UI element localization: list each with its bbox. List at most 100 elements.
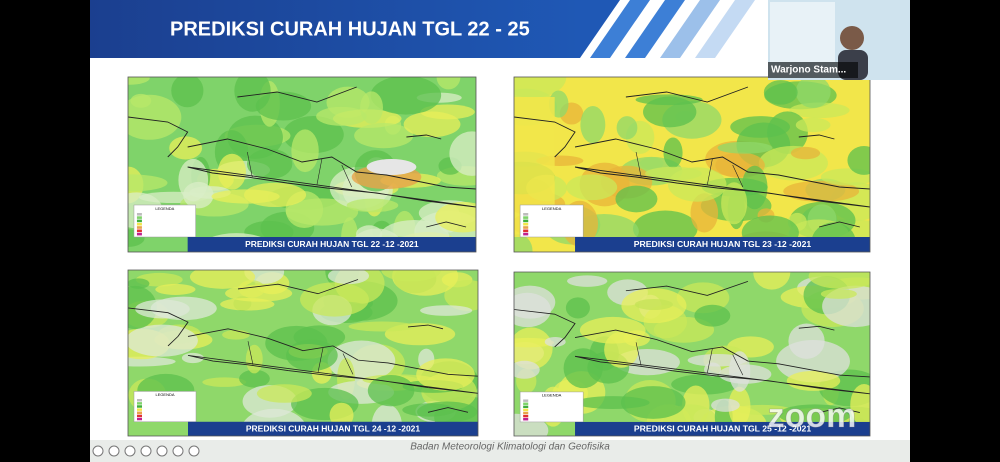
province-border bbox=[247, 341, 354, 375]
rain-blob bbox=[795, 117, 831, 133]
rain-blob bbox=[635, 94, 703, 106]
toolbar-button[interactable] bbox=[108, 445, 120, 457]
rain-blob bbox=[786, 370, 841, 391]
legend-box bbox=[519, 204, 584, 238]
legend-swatch bbox=[523, 219, 529, 223]
rain-blob bbox=[514, 327, 553, 370]
rain-blob bbox=[245, 344, 263, 374]
legend-swatch bbox=[523, 411, 529, 415]
legend-swatch bbox=[523, 414, 529, 418]
rain-blob bbox=[346, 198, 399, 213]
map-border bbox=[513, 271, 871, 437]
rain-blob bbox=[847, 145, 871, 175]
rain-blob bbox=[615, 185, 658, 213]
rain-blob bbox=[795, 77, 831, 108]
legend-swatch bbox=[137, 399, 142, 402]
rain-blob bbox=[211, 189, 280, 204]
rain-blob bbox=[354, 123, 414, 149]
legend-swatch bbox=[137, 411, 142, 414]
legend-swatch bbox=[523, 402, 529, 405]
rain-blob bbox=[580, 105, 606, 144]
legend-box bbox=[133, 391, 197, 423]
toolbar-button[interactable] bbox=[188, 445, 200, 457]
rain-blob bbox=[790, 146, 821, 160]
rain-blob bbox=[420, 305, 473, 316]
rain-blob bbox=[514, 234, 533, 252]
bottom-bar bbox=[90, 440, 910, 462]
rain-blob bbox=[729, 351, 751, 392]
rain-blob bbox=[730, 116, 790, 138]
rain-blob bbox=[565, 297, 590, 319]
map-border bbox=[127, 76, 477, 253]
legend-swatch bbox=[137, 405, 142, 408]
video-slide bbox=[770, 2, 835, 62]
rain-blob bbox=[444, 279, 478, 311]
rain-blob bbox=[416, 358, 475, 391]
legend-swatch bbox=[136, 226, 142, 229]
legend-swatch bbox=[136, 222, 142, 226]
rain-blob bbox=[563, 348, 603, 389]
legend-swatch bbox=[137, 408, 142, 411]
title-banner bbox=[90, 0, 580, 58]
coastline bbox=[128, 86, 476, 228]
legend-swatch bbox=[137, 402, 142, 405]
legend-title: LEGENDA bbox=[542, 206, 562, 211]
caption-bar bbox=[575, 421, 870, 437]
rainfall-map: LEGENDA PREDIKSI CURAH HUJAN TGL 22 -12 -… bbox=[127, 76, 477, 253]
toolbar-button[interactable] bbox=[92, 445, 104, 457]
legend-swatch bbox=[136, 219, 142, 223]
toolbar-button[interactable] bbox=[140, 445, 152, 457]
legend-title: LEGENDA bbox=[542, 393, 562, 398]
rain-blob bbox=[567, 275, 608, 287]
rain-blob bbox=[291, 129, 319, 173]
legend-swatch bbox=[523, 226, 529, 229]
rain-blob bbox=[417, 401, 478, 423]
rain-blob bbox=[327, 270, 370, 285]
participant-name: Warjono Stam... bbox=[771, 65, 846, 76]
rain-blob bbox=[753, 272, 791, 290]
legend-swatch bbox=[523, 213, 529, 216]
rain-blob bbox=[256, 384, 312, 403]
map-grid: LEGENDA PREDIKSI CURAH HUJAN TGL 22 -12 -… bbox=[127, 76, 871, 437]
rain-blob bbox=[721, 182, 748, 225]
rain-blob bbox=[300, 282, 369, 317]
legend-swatch bbox=[523, 405, 529, 409]
banner-edge bbox=[580, 0, 620, 58]
video-thumbnail[interactable]: Warjono Stam... bbox=[768, 0, 910, 80]
rain-blob bbox=[171, 77, 204, 108]
rain-blob bbox=[155, 283, 196, 295]
rainfall-map: LEGENDA PREDIKSI CURAH HUJAN TGL 25 -12 -… bbox=[513, 271, 871, 437]
legend-swatch bbox=[523, 399, 529, 402]
map-area bbox=[514, 272, 871, 437]
rain-blob bbox=[222, 329, 250, 340]
rain-blob bbox=[370, 77, 442, 115]
rain-blob bbox=[435, 201, 476, 233]
rain-blob bbox=[403, 111, 461, 138]
person-head bbox=[840, 26, 864, 50]
map-caption: PREDIKSI CURAH HUJAN TGL 23 -12 -2021 bbox=[634, 239, 812, 249]
rain-blob bbox=[329, 402, 354, 428]
rain-blob bbox=[316, 106, 367, 126]
rain-blob bbox=[217, 153, 246, 190]
rain-blob bbox=[808, 272, 871, 290]
rain-blob bbox=[178, 158, 209, 202]
legend-swatch bbox=[136, 216, 142, 219]
rain-blob bbox=[788, 323, 825, 359]
legend-swatch bbox=[137, 414, 142, 418]
no-rain-area bbox=[366, 159, 417, 175]
legend-swatch bbox=[523, 408, 529, 412]
name-tag bbox=[768, 62, 858, 78]
rain-blob bbox=[717, 141, 773, 154]
province-border bbox=[635, 151, 744, 188]
toolbar-button[interactable] bbox=[172, 445, 184, 457]
legend-swatch bbox=[137, 417, 142, 421]
caption-bar bbox=[575, 237, 870, 252]
zoom-watermark: zoom bbox=[768, 397, 857, 435]
toolbar-button[interactable] bbox=[156, 445, 168, 457]
decor-stripes bbox=[590, 0, 755, 58]
rain-blob bbox=[820, 288, 857, 299]
toolbar-button[interactable] bbox=[124, 445, 136, 457]
rain-blob bbox=[128, 94, 182, 140]
rain-blob bbox=[436, 77, 461, 90]
